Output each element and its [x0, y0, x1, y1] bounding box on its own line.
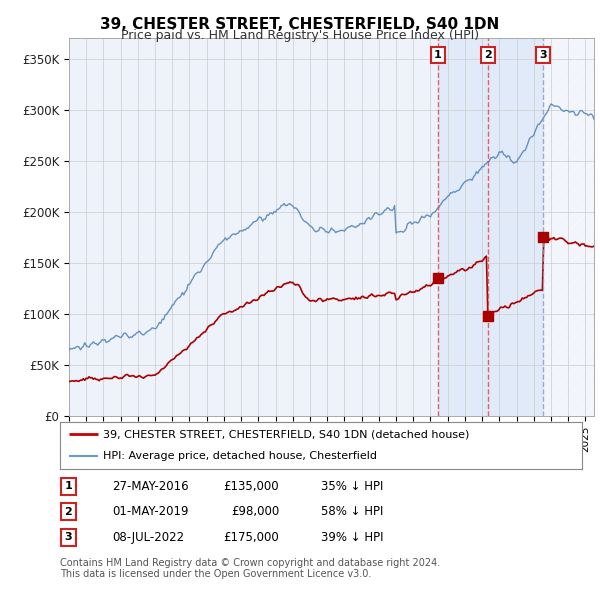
- Text: £98,000: £98,000: [231, 505, 279, 519]
- Text: Price paid vs. HM Land Registry's House Price Index (HPI): Price paid vs. HM Land Registry's House …: [121, 30, 479, 42]
- Text: 39% ↓ HPI: 39% ↓ HPI: [321, 531, 383, 544]
- Bar: [437, 38, 543, 416]
- Text: 35% ↓ HPI: 35% ↓ HPI: [321, 480, 383, 493]
- Bar: [543, 38, 594, 416]
- Text: 3: 3: [539, 50, 547, 60]
- Text: 2: 2: [64, 507, 72, 517]
- Text: 08-JUL-2022: 08-JUL-2022: [112, 531, 184, 544]
- Text: Contains HM Land Registry data © Crown copyright and database right 2024.
This d: Contains HM Land Registry data © Crown c…: [60, 558, 440, 579]
- Text: 3: 3: [65, 532, 72, 542]
- Text: 1: 1: [64, 481, 72, 491]
- Text: HPI: Average price, detached house, Chesterfield: HPI: Average price, detached house, Ches…: [103, 451, 377, 461]
- Text: 27-MAY-2016: 27-MAY-2016: [112, 480, 189, 493]
- Text: 01-MAY-2019: 01-MAY-2019: [112, 505, 188, 519]
- Text: 2: 2: [484, 50, 491, 60]
- Text: 39, CHESTER STREET, CHESTERFIELD, S40 1DN: 39, CHESTER STREET, CHESTERFIELD, S40 1D…: [100, 17, 500, 31]
- Text: 39, CHESTER STREET, CHESTERFIELD, S40 1DN (detached house): 39, CHESTER STREET, CHESTERFIELD, S40 1D…: [103, 429, 469, 439]
- Text: 1: 1: [434, 50, 442, 60]
- Text: 58% ↓ HPI: 58% ↓ HPI: [321, 505, 383, 519]
- Text: £175,000: £175,000: [223, 531, 279, 544]
- Text: £135,000: £135,000: [224, 480, 279, 493]
